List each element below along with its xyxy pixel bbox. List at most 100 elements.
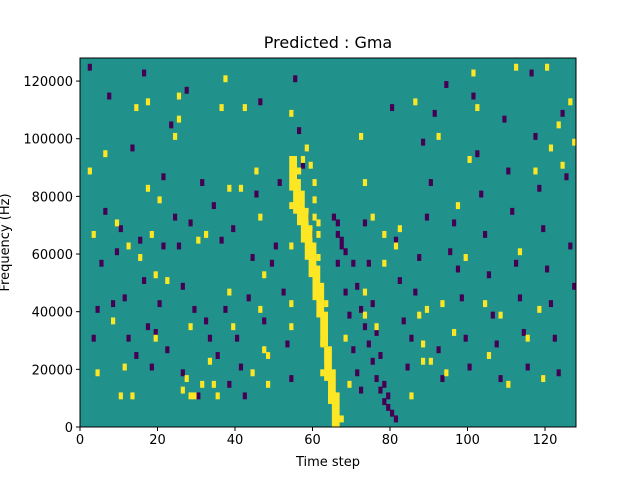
heatmap-cell-high [316,219,321,227]
heatmap-cell-low [289,375,294,383]
heatmap-cell-high [393,242,399,250]
heatmap-cell-low [130,144,135,152]
heatmap-cell-high [362,288,368,296]
heatmap-cell-low [362,219,368,227]
heatmap-cell-high [533,167,538,175]
heatmap-cell-low [440,375,445,383]
x-axis: 0 20 40 60 80 100 120 [76,427,558,448]
heatmap-cell-low [173,213,178,221]
heatmap-cell-low [339,242,344,250]
heatmap-cell-high [444,369,449,377]
heatmap-cell-low [145,323,151,331]
heatmap-cell-low [211,202,216,210]
x-tick-label: 120 [533,433,558,448]
heatmap-cell-low [180,369,185,377]
heatmap-cell-low [157,300,162,308]
heatmap-cell-low [347,311,352,319]
heatmap-cell-low [533,132,538,140]
heatmap-cell-high [328,369,336,404]
x-tick-label: 100 [455,433,480,448]
heatmap-cell-high [176,115,182,123]
heatmap-cell-high [316,254,321,261]
heatmap-cell-low [114,248,120,256]
heatmap-cell-high [440,300,445,308]
heatmap-cell-low [541,225,546,233]
heatmap-cell-high [192,392,197,400]
heatmap-cell-high [215,392,220,400]
heatmap-cell-high [200,380,205,388]
heatmap-cell-high [382,230,387,238]
heatmap-cell-high [188,323,193,331]
heatmap-cell-high [211,380,216,388]
heatmap-cell-high [180,386,185,394]
y-tick-label: 0 [65,421,73,436]
heatmap-cell-high [572,138,577,146]
x-tick-label: 0 [76,433,84,448]
heatmap-cell-low [142,69,147,77]
heatmap-cell-low [382,398,387,406]
heatmap-cell-low [545,265,550,273]
heatmap-cell-high [118,392,123,400]
heatmap-cell-low [153,328,158,336]
heatmap-cell-high [467,156,472,163]
heatmap-cell-low [200,179,205,186]
heatmap-cell-high [417,311,422,319]
heatmap-cell-low [246,294,251,302]
heatmap-cell-low [254,190,259,198]
heatmap-cell-high [347,380,352,388]
heatmap-cell-high [304,144,309,152]
heatmap-cell-low [273,242,278,250]
heatmap-cell-high [289,156,297,191]
heatmap-cell-low [463,334,468,342]
heatmap-cell-low [413,288,418,296]
heatmap-cell-high [560,161,565,169]
y-tick-label: 40000 [32,306,73,321]
heatmap-cell-high [312,213,317,221]
heatmap-cell-low [502,115,507,123]
y-tick-label: 100000 [23,133,73,148]
heatmap-cell-low [142,277,147,285]
heatmap-cell-low [188,219,193,227]
heatmap-cell-low [366,259,371,267]
heatmap-cell-high [374,323,379,331]
heatmap-cell-low [223,305,228,313]
heatmap-cell-low [448,248,453,256]
heatmap-cell-high [452,328,457,336]
heatmap-cell-low [362,323,368,331]
heatmap-cell-low [548,300,554,308]
x-tick-label: 80 [382,433,399,448]
heatmap-cell-high [297,167,302,175]
heatmap-cell-high [436,132,441,140]
y-tick-label: 60000 [32,248,73,263]
heatmap-cell-low [134,352,139,359]
heatmap-cell-high [308,161,313,169]
heatmap-cell-low [568,242,573,250]
heatmap-cell-low [517,294,523,302]
heatmap-cell-high [188,392,193,400]
heatmap-cell-low [196,392,201,400]
heatmap-cell-low [525,363,530,371]
heatmap-cell-high [359,132,364,140]
heatmap-cell-high [339,415,344,423]
heatmap-cell-low [374,375,379,383]
heatmap-cell-high [362,311,368,319]
heatmap-cell-high [362,179,368,186]
heatmap-cell-low [374,328,379,336]
heatmap-cell-high [126,242,131,250]
heatmap-cell-high [238,184,244,192]
heatmap-cell-high [134,104,139,112]
heatmap-cell-low [180,282,185,290]
plot-frame [79,57,577,428]
heatmap-cell-high [184,375,189,383]
heatmap-cell-low [215,352,220,359]
heatmap-cell-low [397,277,402,285]
y-axis: 0 20000 40000 60000 80000 100000 120000 [23,75,80,436]
heatmap-cell-high [463,254,468,261]
heatmap-cell-low [537,184,542,192]
heatmap-cell-low [467,363,472,371]
heatmap-cell-low [242,392,247,400]
heatmap-cell-high [308,242,317,278]
heatmap-cell-high [173,132,178,140]
heatmap-cell-high [471,69,476,77]
